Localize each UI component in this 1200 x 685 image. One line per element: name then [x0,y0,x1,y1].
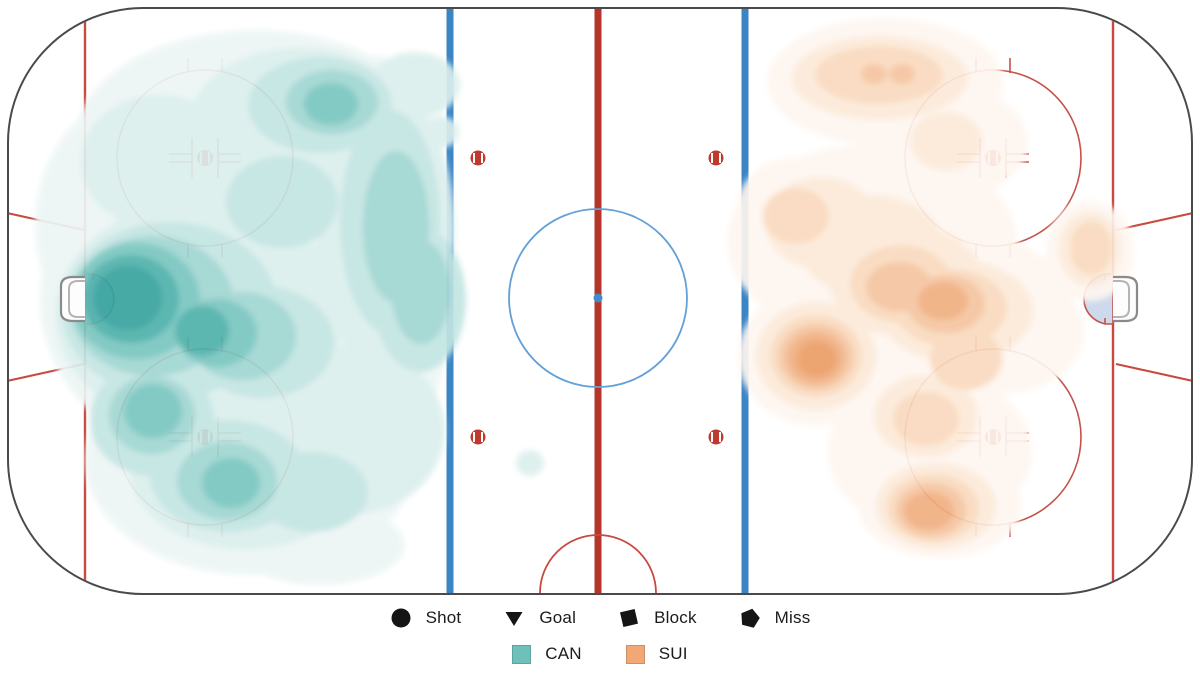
can-color-swatch [512,644,532,664]
goal-net-right [1113,275,1139,323]
neutral-faceoff-dot [708,429,724,445]
legend-item-can: CAN [512,644,582,664]
legend-item-shot: Shot [390,607,462,629]
legend-item-miss: Miss [739,607,811,629]
legend-label-goal: Goal [539,608,577,627]
neutral-faceoff-dot [708,150,724,166]
legend-item-sui: SUI [625,644,688,664]
legend: Shot Goal Block Miss CAN SUI [0,600,1200,664]
legend-item-block: Block [618,607,697,629]
legend-label-shot: Shot [425,608,462,627]
center-dot [593,293,603,303]
marker-legend-row: Shot Goal Block Miss [390,607,811,629]
sui-color-swatch [625,644,645,664]
legend-label-miss: Miss [774,608,811,627]
can-heatmap [35,30,544,585]
sui-heatmap [727,18,1134,558]
miss-pentagon-icon [739,607,761,629]
team-legend-row: CAN SUI [512,644,688,664]
legend-label-block: Block [654,608,697,627]
legend-item-goal: Goal [503,607,576,629]
goal-triangle-icon [503,607,525,629]
referee-crease [539,534,657,593]
legend-label-can: CAN [545,644,582,663]
legend-label-sui: SUI [658,644,688,663]
neutral-faceoff-dot [470,429,486,445]
shot-circle-icon [390,607,412,629]
neutral-faceoff-dot [470,150,486,166]
rink-boards [7,7,1193,595]
rink-svg [7,7,1193,595]
rink-heatmap-chart [7,7,1193,595]
block-square-icon [618,607,640,629]
goal-net-left [59,275,85,323]
goal-nets [59,275,1139,323]
center-circle [508,208,688,388]
